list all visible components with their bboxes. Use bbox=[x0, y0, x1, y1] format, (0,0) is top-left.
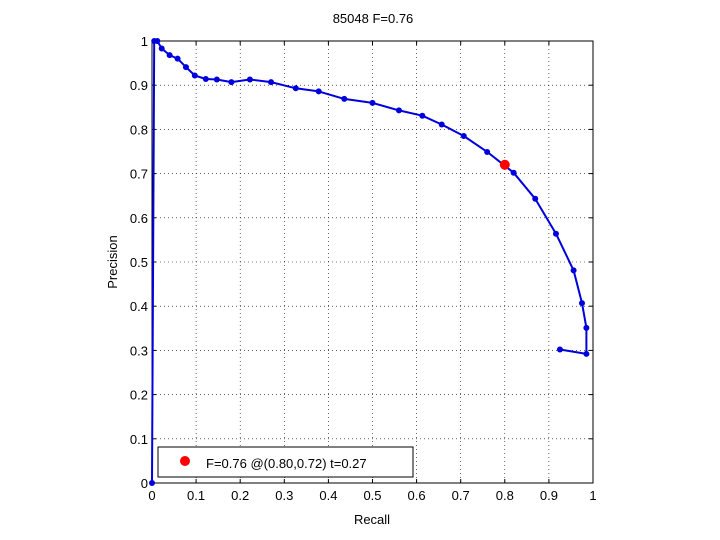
x-tick-label: 0.3 bbox=[275, 488, 293, 503]
legend: F=0.76 @(0.80,0.72) t=0.27 bbox=[157, 446, 414, 478]
y-tick-label: 0.2 bbox=[130, 388, 148, 403]
x-tick-label: 0.9 bbox=[540, 488, 558, 503]
x-tick-label: 0 bbox=[148, 488, 155, 503]
pr-data-point bbox=[552, 230, 559, 237]
y-tick-label: 0.3 bbox=[130, 343, 148, 358]
pr-data-point bbox=[532, 195, 539, 202]
y-tick-label: 0.5 bbox=[130, 255, 148, 270]
series-layer bbox=[149, 38, 590, 486]
pr-data-point bbox=[166, 52, 173, 59]
y-tick-label: 0.8 bbox=[130, 122, 148, 137]
pr-data-point bbox=[484, 148, 491, 155]
pr-data-point bbox=[395, 107, 402, 114]
pr-data-point bbox=[315, 88, 322, 95]
pr-data-point bbox=[213, 76, 220, 83]
pr-data-point bbox=[583, 324, 590, 331]
y-tick-label: 1 bbox=[141, 34, 148, 49]
pr-data-point bbox=[369, 99, 376, 106]
pr-data-point bbox=[438, 121, 445, 128]
pr-data-point bbox=[228, 79, 235, 86]
y-axis-label: Precision bbox=[105, 235, 120, 288]
y-tick-label: 0.1 bbox=[130, 432, 148, 447]
legend-label: F=0.76 @(0.80,0.72) t=0.27 bbox=[206, 456, 367, 471]
pr-data-point bbox=[154, 38, 161, 44]
x-tick-label: 0.8 bbox=[496, 488, 514, 503]
grid-lines bbox=[152, 41, 593, 483]
pr-data-point bbox=[149, 480, 155, 486]
pr-data-point bbox=[158, 45, 165, 52]
legend-box bbox=[157, 446, 414, 478]
x-tick-label: 0.5 bbox=[363, 488, 381, 503]
y-tick-label: 0.7 bbox=[130, 167, 148, 182]
pr-data-point bbox=[202, 76, 209, 83]
y-tick-label: 0 bbox=[141, 476, 148, 491]
legend-marker bbox=[180, 456, 190, 466]
pr-data-point bbox=[292, 85, 299, 92]
y-tick-label: 0.9 bbox=[130, 78, 148, 93]
y-tick-label: 0.6 bbox=[130, 211, 148, 226]
chart-title: 85048 F=0.76 bbox=[333, 11, 414, 26]
x-tick-label: 0.7 bbox=[452, 488, 470, 503]
pr-data-point bbox=[246, 76, 253, 83]
pr-data-point bbox=[182, 64, 189, 71]
pr-data-point bbox=[460, 133, 467, 140]
x-tick-label: 0.4 bbox=[319, 488, 337, 503]
pr-data-point bbox=[570, 267, 577, 274]
y-tick-labels: 0 0.1 0.2 0.3 0.4 0.5 0.6 0.7 0.8 0.9 1 bbox=[130, 34, 148, 491]
pr-data-point bbox=[268, 79, 275, 86]
best-f-marker bbox=[499, 159, 510, 170]
x-tick-label: 0.2 bbox=[231, 488, 249, 503]
x-axis-label: Recall bbox=[354, 512, 390, 527]
pr-data-point bbox=[556, 346, 563, 353]
pr-data-point bbox=[419, 112, 426, 119]
x-tick-labels: 0 0.1 0.2 0.3 0.4 0.5 0.6 0.7 0.8 0.9 1 bbox=[148, 488, 596, 503]
x-tick-label: 1 bbox=[589, 488, 596, 503]
x-tick-label: 0.6 bbox=[408, 488, 426, 503]
pr-data-point bbox=[174, 55, 181, 62]
y-tick-label: 0.4 bbox=[130, 299, 148, 314]
pr-data-point bbox=[578, 300, 585, 307]
x-tick-label: 0.1 bbox=[187, 488, 205, 503]
pr-data-point bbox=[191, 72, 198, 79]
pr-data-point bbox=[510, 169, 517, 176]
pr-data-point bbox=[341, 95, 348, 102]
pr-data-point bbox=[583, 350, 590, 357]
